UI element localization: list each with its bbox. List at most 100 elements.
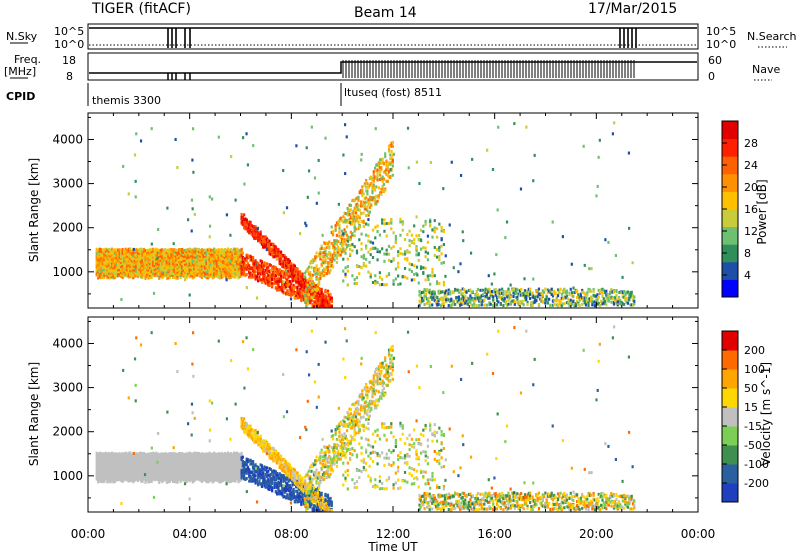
power-cell bbox=[238, 249, 242, 253]
power-cell bbox=[317, 191, 320, 195]
power-cell bbox=[106, 252, 109, 256]
power-cell bbox=[318, 287, 321, 291]
power-cell bbox=[162, 266, 165, 270]
power-cell bbox=[139, 259, 143, 263]
power-cell bbox=[592, 293, 595, 297]
velocity-cell bbox=[159, 462, 162, 466]
power-cell bbox=[607, 240, 610, 244]
power-cell bbox=[588, 297, 591, 301]
power-cell bbox=[263, 237, 266, 241]
velocity-cell bbox=[118, 464, 121, 468]
power-cell bbox=[316, 299, 319, 303]
power-cell bbox=[269, 249, 272, 253]
power-cell bbox=[356, 216, 359, 220]
power-cell bbox=[101, 256, 104, 260]
power-cell bbox=[461, 291, 464, 295]
power-cell bbox=[179, 266, 182, 270]
power-cell bbox=[164, 271, 167, 275]
power-cell bbox=[277, 250, 280, 254]
velocity-cell bbox=[120, 472, 123, 476]
power-cell bbox=[219, 264, 222, 268]
power-cell bbox=[123, 272, 126, 276]
power-cell bbox=[142, 253, 146, 257]
power-cell bbox=[132, 266, 135, 270]
power-cell bbox=[177, 269, 181, 273]
power-cell bbox=[330, 296, 333, 300]
velocity-cell bbox=[141, 452, 144, 456]
power-cell bbox=[315, 271, 318, 275]
power-cell bbox=[378, 271, 381, 275]
power-cell bbox=[376, 172, 379, 176]
power-cell bbox=[367, 223, 370, 227]
power-cell bbox=[182, 254, 185, 258]
velocity-cell bbox=[159, 464, 162, 468]
power-cell bbox=[112, 262, 115, 266]
velocity-cell bbox=[127, 455, 130, 459]
power-cell bbox=[219, 250, 222, 254]
power-cell bbox=[208, 261, 211, 265]
velocity-cell bbox=[115, 472, 118, 476]
power-cell bbox=[98, 247, 101, 251]
power-cell bbox=[366, 189, 369, 193]
power-cell bbox=[205, 260, 208, 264]
power-cell bbox=[145, 258, 149, 262]
power-cell bbox=[343, 211, 346, 215]
power-cell bbox=[413, 272, 416, 276]
power-cell bbox=[223, 247, 226, 251]
power-cell bbox=[633, 299, 636, 303]
power-cell bbox=[106, 254, 109, 258]
power-cell bbox=[142, 265, 146, 269]
power-cell bbox=[142, 255, 146, 259]
power-cell bbox=[373, 199, 377, 203]
power-cell bbox=[272, 242, 275, 246]
power-cell bbox=[173, 275, 176, 279]
power-cell bbox=[377, 195, 380, 199]
velocity-cell bbox=[110, 473, 114, 477]
power-cell bbox=[305, 279, 308, 283]
power-cell bbox=[338, 226, 341, 230]
power-cell bbox=[95, 263, 98, 267]
power-cell bbox=[384, 155, 387, 159]
power-cell bbox=[291, 293, 294, 297]
velocity-cell bbox=[127, 461, 130, 465]
power-cell bbox=[273, 255, 276, 259]
power-cell bbox=[559, 303, 562, 307]
power-cell bbox=[532, 277, 535, 281]
velocity-cell bbox=[132, 480, 135, 484]
power-cell bbox=[104, 267, 107, 271]
power-cell bbox=[424, 255, 427, 259]
power-cell bbox=[109, 268, 112, 272]
power-cell bbox=[109, 252, 112, 256]
power-cell bbox=[97, 262, 100, 266]
velocity-cell bbox=[133, 466, 136, 470]
power-cell bbox=[321, 274, 325, 278]
power-cell bbox=[133, 272, 136, 276]
power-cell bbox=[231, 263, 234, 267]
power-cell bbox=[205, 268, 208, 272]
power-cell bbox=[390, 141, 393, 145]
power-cell bbox=[385, 234, 388, 238]
power-cell bbox=[179, 270, 182, 274]
power-cell bbox=[287, 281, 290, 285]
power-cell bbox=[203, 272, 207, 276]
power-cell bbox=[349, 221, 352, 225]
power-cell bbox=[95, 273, 98, 277]
power-cell bbox=[226, 257, 229, 261]
velocity-cell bbox=[149, 478, 152, 482]
power-cell bbox=[290, 262, 293, 266]
power-cell bbox=[371, 183, 374, 187]
power-cell bbox=[311, 273, 314, 277]
power-cell bbox=[584, 293, 588, 297]
power-cell bbox=[597, 155, 600, 159]
velocity-cell bbox=[149, 456, 152, 460]
velocity-cell bbox=[139, 479, 143, 483]
power-cell bbox=[312, 282, 316, 286]
power-cell bbox=[616, 298, 619, 302]
power-cell bbox=[220, 261, 223, 265]
power-cell bbox=[438, 258, 441, 262]
power-cell bbox=[222, 253, 225, 257]
power-cell bbox=[258, 265, 261, 269]
power-cell bbox=[177, 257, 181, 261]
power-cell bbox=[234, 271, 237, 275]
velocity-cell bbox=[162, 466, 165, 470]
